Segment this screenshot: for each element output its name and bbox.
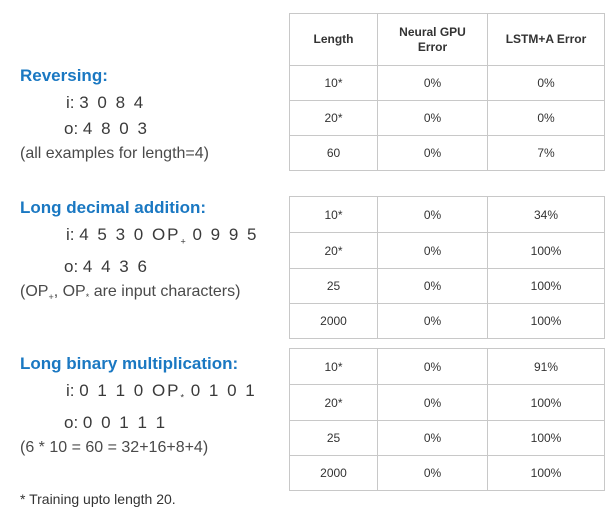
input-example: i: 3 0 8 4 <box>20 90 209 116</box>
table-row: 10* 0% 91% <box>289 348 605 385</box>
note-subscript: * <box>85 292 90 303</box>
table-row: 20* 0% 0% <box>289 100 605 136</box>
input-value-b: 0 1 0 1 <box>184 381 257 400</box>
section-reversing: Reversing: i: 3 0 8 4 o: 4 8 0 3 (all ex… <box>20 66 209 166</box>
example-note: (all examples for length=4) <box>20 145 209 162</box>
cell-neural-gpu: 0% <box>377 100 488 136</box>
cell-length: 20* <box>289 232 378 269</box>
cell-length: 25 <box>289 268 378 304</box>
output-label: o: <box>64 413 79 433</box>
table-row: 2000 0% 100% <box>289 303 605 339</box>
output-label: o: <box>64 119 79 138</box>
cell-length: 60 <box>289 135 378 171</box>
cell-length: 20* <box>289 384 378 421</box>
results-table-reversing: Length Neural GPU Error LSTM+A Error 10*… <box>289 13 605 171</box>
output-example: o: 0 0 1 1 1 <box>20 410 257 436</box>
cell-lstm: 0% <box>487 100 605 136</box>
note-part: , OP <box>53 283 86 301</box>
cell-neural-gpu: 0% <box>377 232 488 269</box>
output-value: 4 4 3 6 <box>82 257 149 277</box>
footnote: * Training upto length 20. <box>20 491 176 507</box>
section-binary-multiplication: Long binary multiplication: i: 0 1 1 0 O… <box>20 354 257 460</box>
operator-subscript: * <box>180 392 185 403</box>
input-label: i: <box>66 381 75 400</box>
cell-length: 10* <box>289 348 378 385</box>
cell-lstm: 100% <box>487 455 605 491</box>
table-row: 2000 0% 100% <box>289 455 605 491</box>
cell-neural-gpu: 0% <box>377 455 488 491</box>
example-note: (OP+, OP* are input characters) <box>20 280 259 309</box>
cell-lstm: 34% <box>487 196 605 233</box>
example-note: (6 * 10 = 60 = 32+16+8+4) <box>20 439 209 457</box>
cell-lstm: 7% <box>487 135 605 171</box>
output-example: o: 4 8 0 3 <box>20 116 209 142</box>
table-row: 20* 0% 100% <box>289 384 605 421</box>
input-label: i: <box>66 225 75 244</box>
cell-neural-gpu: 0% <box>377 348 488 385</box>
table-row: 20* 0% 100% <box>289 232 605 269</box>
input-value-b: 0 9 9 5 <box>185 225 259 244</box>
note-part: are input characters) <box>89 283 241 301</box>
table-header-row: Length Neural GPU Error LSTM+A Error <box>289 13 605 66</box>
header-length: Length <box>289 13 378 66</box>
input-value: 3 0 8 4 <box>79 93 146 112</box>
operator-subscript: + <box>180 236 186 247</box>
section-title: Long decimal addition: <box>20 198 207 217</box>
header-line: Neural GPU <box>399 24 466 39</box>
cell-lstm: 100% <box>487 303 605 339</box>
cell-length: 10* <box>289 196 378 233</box>
output-example: o: 4 4 3 6 <box>20 254 259 280</box>
cell-neural-gpu: 0% <box>377 420 488 456</box>
cell-length: 10* <box>289 65 378 101</box>
header-lstm-error: LSTM+A Error <box>487 13 605 66</box>
table-row: 60 0% 7% <box>289 135 605 171</box>
table-row: 25 0% 100% <box>289 420 605 456</box>
results-table-binary-multiplication: 10* 0% 91% 20* 0% 100% 25 0% 100% 2000 0… <box>289 348 605 491</box>
cell-lstm: 100% <box>487 232 605 269</box>
input-value-a: 0 1 1 0 OP <box>79 381 181 400</box>
input-label: i: <box>66 93 75 112</box>
section-title: Reversing: <box>20 66 108 85</box>
note-part: (OP <box>20 283 49 301</box>
cell-neural-gpu: 0% <box>377 268 488 304</box>
cell-neural-gpu: 0% <box>377 65 488 101</box>
cell-length: 25 <box>289 420 378 456</box>
results-table-decimal-addition: 10* 0% 34% 20* 0% 100% 25 0% 100% 2000 0… <box>289 196 605 339</box>
header-line: Error <box>417 39 448 54</box>
header-neural-gpu-error: Neural GPU Error <box>377 13 488 66</box>
cell-lstm: 0% <box>487 65 605 101</box>
note-subscript: + <box>48 292 54 303</box>
output-label: o: <box>64 257 79 277</box>
cell-lstm: 100% <box>487 268 605 304</box>
output-value: 4 8 0 3 <box>82 119 149 138</box>
cell-neural-gpu: 0% <box>377 196 488 233</box>
output-value: 0 0 1 1 1 <box>82 413 168 433</box>
cell-neural-gpu: 0% <box>377 384 488 421</box>
table-row: 10* 0% 0% <box>289 65 605 101</box>
cell-length: 20* <box>289 100 378 136</box>
cell-length: 2000 <box>289 303 378 339</box>
input-example: i: 4 5 3 0 OP+ 0 9 9 5 <box>20 222 259 254</box>
cell-lstm: 100% <box>487 420 605 456</box>
cell-lstm: 91% <box>487 348 605 385</box>
cell-length: 2000 <box>289 455 378 491</box>
table-row: 10* 0% 34% <box>289 196 605 233</box>
input-example: i: 0 1 1 0 OP* 0 1 0 1 <box>20 378 257 410</box>
cell-neural-gpu: 0% <box>377 135 488 171</box>
input-value-a: 4 5 3 0 OP <box>79 225 181 244</box>
cell-neural-gpu: 0% <box>377 303 488 339</box>
section-decimal-addition: Long decimal addition: i: 4 5 3 0 OP+ 0 … <box>20 198 259 310</box>
section-title: Long binary multiplication: <box>20 354 239 373</box>
cell-lstm: 100% <box>487 384 605 421</box>
table-row: 25 0% 100% <box>289 268 605 304</box>
